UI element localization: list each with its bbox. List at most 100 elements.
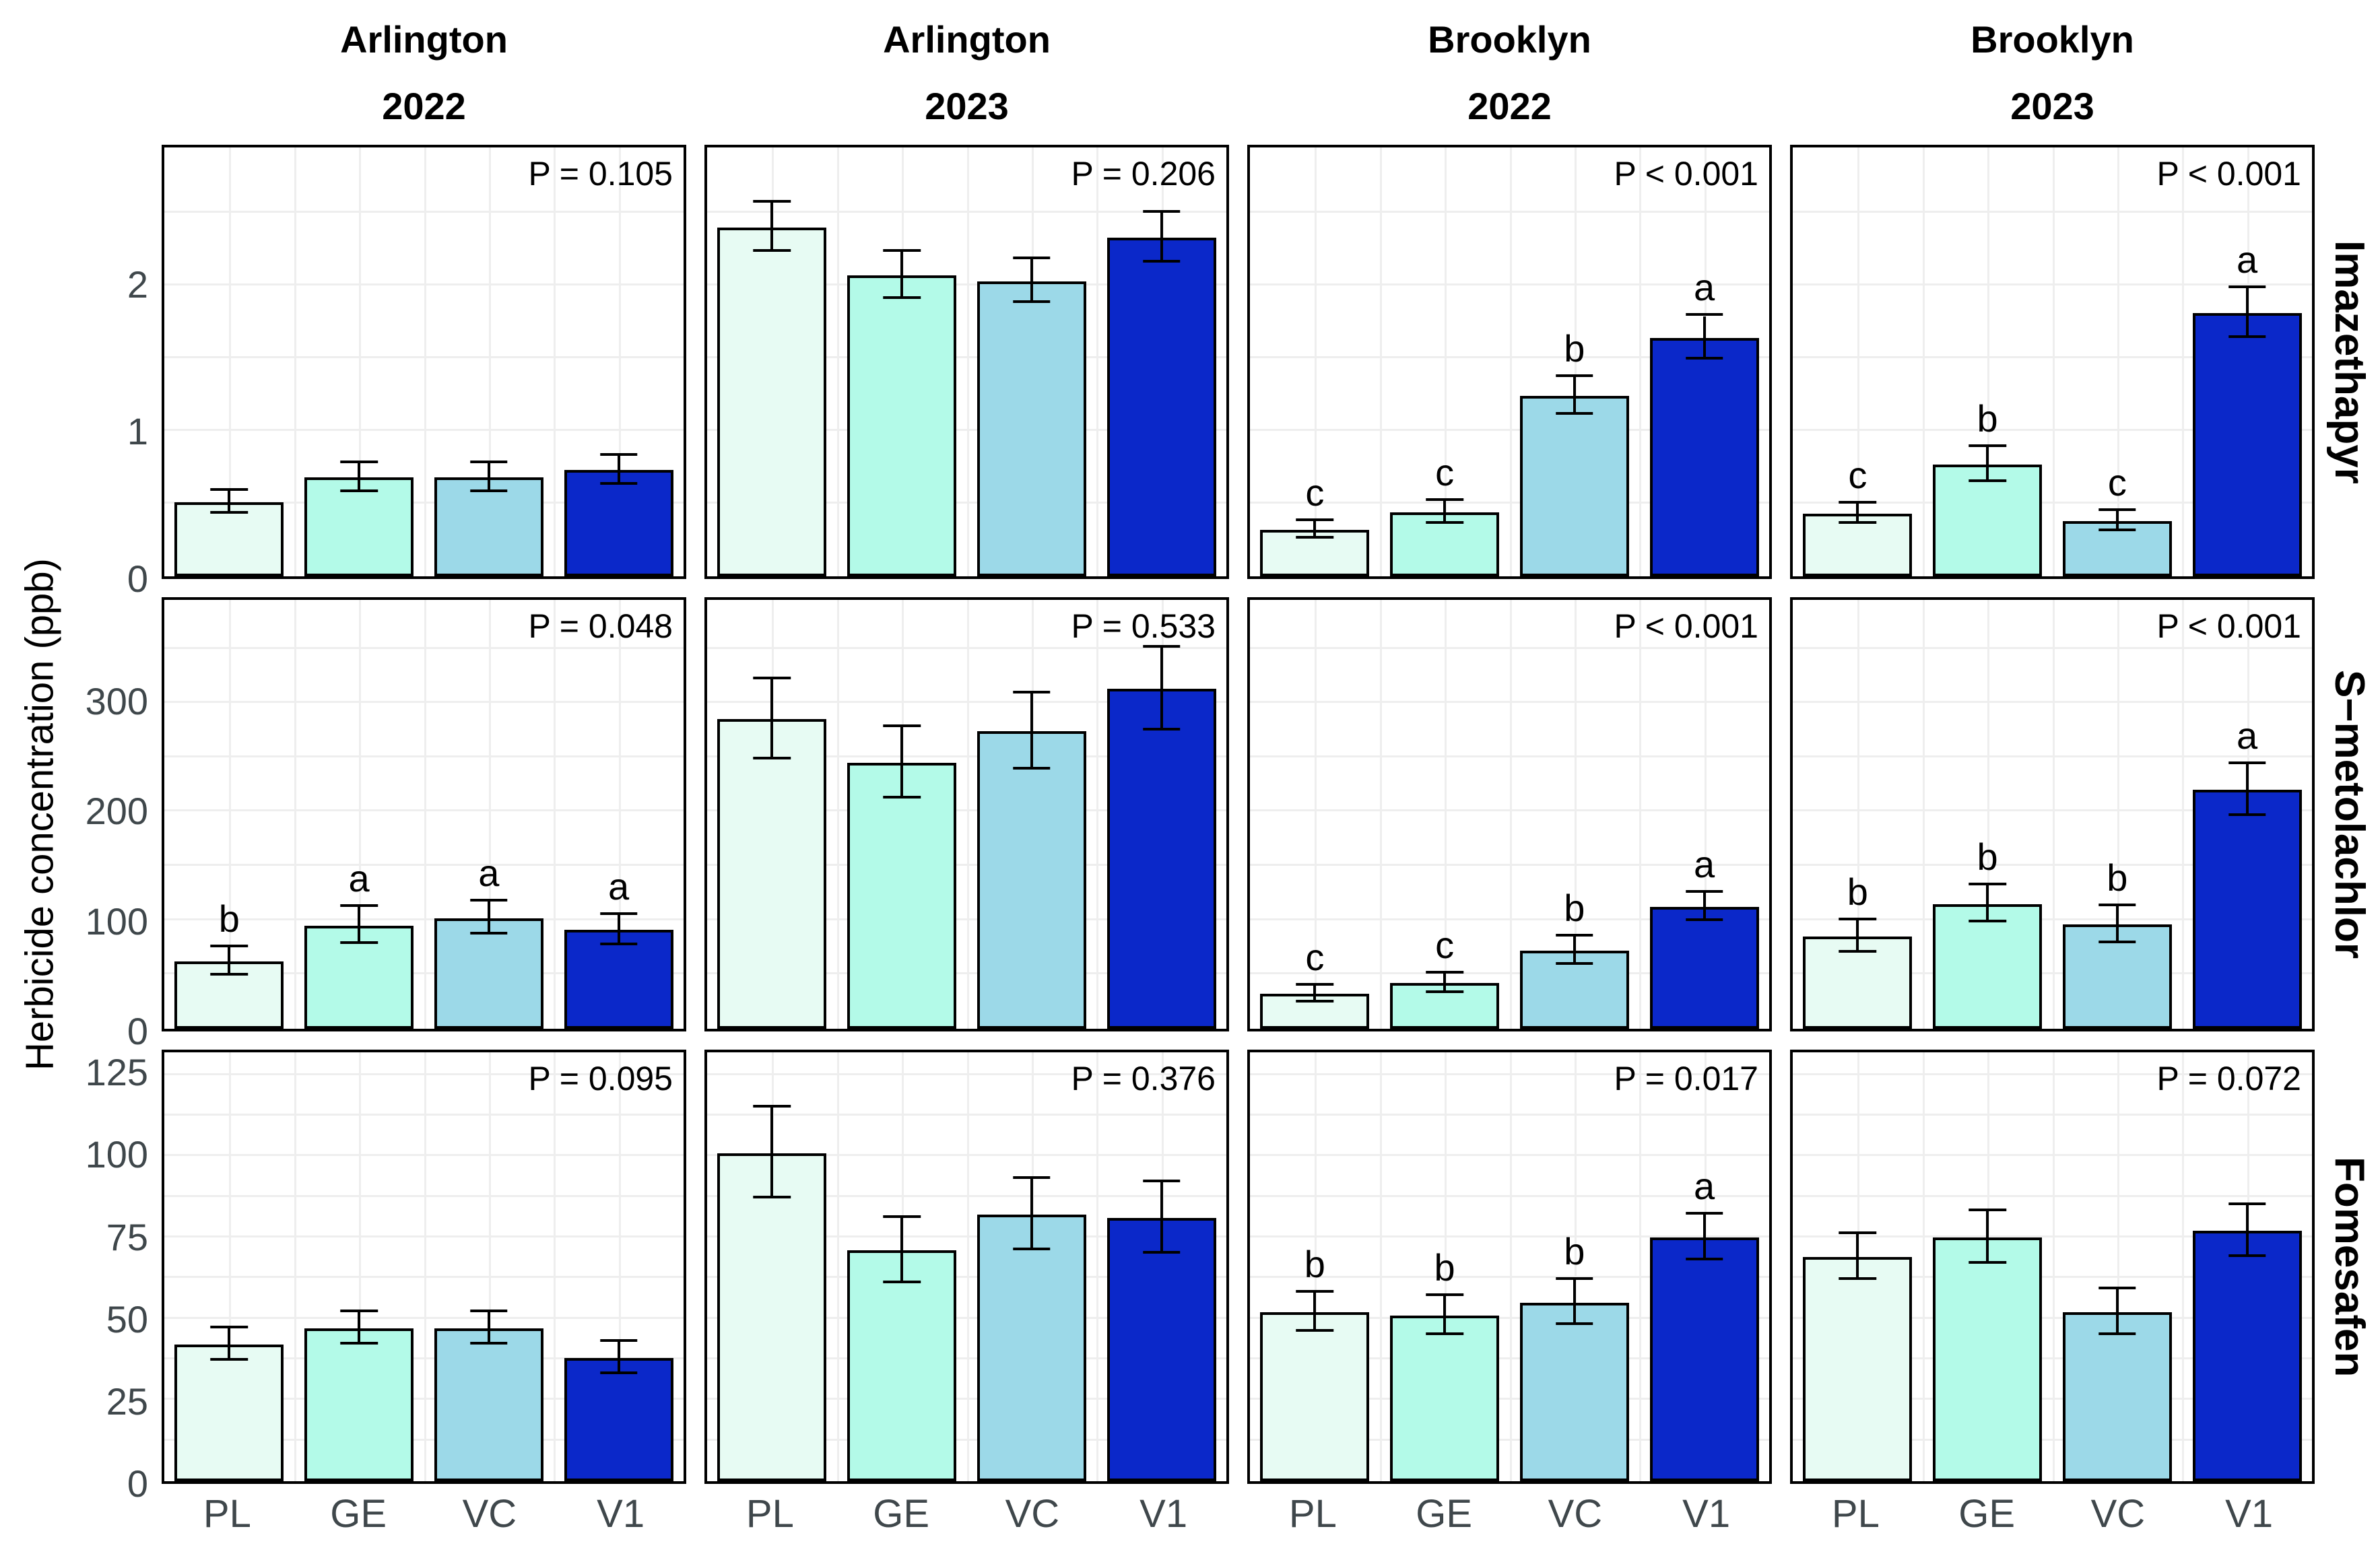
gridline-vertical-minor bbox=[1096, 1052, 1099, 1481]
error-bar-line bbox=[1443, 1295, 1447, 1335]
gridline-vertical-major bbox=[359, 1052, 362, 1481]
error-bar-line bbox=[2115, 510, 2119, 532]
error-bar-cap-top bbox=[2098, 1287, 2136, 1290]
bar-V1 bbox=[564, 930, 673, 1029]
y-tick-label: 1 bbox=[127, 410, 148, 453]
p-value-label: P = 0.048 bbox=[528, 607, 673, 645]
facet-column-header-arlington-2022: Arlington 2022 bbox=[162, 0, 686, 145]
error-bar-cap-bottom bbox=[210, 972, 249, 976]
x-tick-label-V1: V1 bbox=[597, 1492, 645, 1536]
error-bar-cap-top bbox=[2098, 903, 2136, 906]
gridline-vertical-minor bbox=[554, 1052, 556, 1481]
gridline-vertical-minor bbox=[2182, 600, 2185, 1029]
bar-V1 bbox=[1106, 1218, 1216, 1481]
gridline-vertical-major bbox=[1315, 1052, 1317, 1481]
error-bar-line bbox=[487, 463, 490, 492]
gridline-vertical-minor bbox=[554, 600, 556, 1029]
error-bar-line bbox=[2115, 906, 2119, 943]
significance-letter: a bbox=[478, 852, 500, 895]
bar-VC bbox=[434, 1328, 543, 1481]
significance-letter: a bbox=[1694, 843, 1715, 886]
error-bar-cap-bottom bbox=[753, 1196, 791, 1199]
error-bar-cap-bottom bbox=[1013, 300, 1051, 304]
gridline-vertical-major bbox=[359, 600, 362, 1029]
error-bar-line bbox=[487, 1312, 490, 1345]
y-tick-label: 100 bbox=[85, 1133, 148, 1176]
p-value-label: P < 0.001 bbox=[2156, 155, 2301, 193]
error-bar-line bbox=[617, 1341, 620, 1374]
error-bar-cap-top bbox=[2228, 1202, 2266, 1205]
gridline-vertical-minor bbox=[1509, 600, 1512, 1029]
facet-column-header-brooklyn-2023: Brooklyn 2023 bbox=[1790, 0, 2315, 145]
gridline-vertical-minor bbox=[2182, 147, 2185, 576]
error-bar-cap-bottom bbox=[2098, 940, 2136, 943]
error-bar-line bbox=[1986, 1211, 1989, 1264]
error-bar-cap-bottom bbox=[1685, 918, 1723, 922]
facet-location-label: Brooklyn bbox=[1428, 18, 1591, 61]
significance-letter: a bbox=[2237, 238, 2258, 281]
y-tick-label: 0 bbox=[127, 1010, 148, 1052]
p-value-label: P = 0.376 bbox=[1071, 1060, 1216, 1097]
x-tick-label-VC: VC bbox=[1005, 1492, 1060, 1536]
error-bar-cap-top bbox=[1969, 444, 2006, 447]
error-bar-cap-bottom bbox=[753, 249, 791, 252]
gridline-vertical-minor bbox=[2052, 147, 2055, 576]
gridline-vertical-minor bbox=[2052, 1052, 2055, 1481]
error-bar-line bbox=[1573, 377, 1576, 415]
error-bar-line bbox=[1030, 259, 1033, 304]
gridline-vertical-major bbox=[229, 600, 232, 1029]
error-bar-line bbox=[1443, 500, 1447, 524]
error-bar-cap-top bbox=[1296, 982, 1334, 986]
error-bar-cap-top bbox=[1839, 1231, 1877, 1235]
error-bar-cap-bottom bbox=[1142, 1251, 1181, 1254]
error-bar-cap-top bbox=[1426, 498, 1463, 501]
error-bar-line bbox=[1313, 520, 1317, 539]
error-bar-line bbox=[770, 203, 774, 252]
error-bar-cap-bottom bbox=[1839, 1277, 1877, 1280]
error-bar-line bbox=[228, 1328, 231, 1361]
panel-imazethapyr-arlington-2022: P = 0.105 bbox=[162, 145, 686, 579]
error-bar-cap-bottom bbox=[883, 1280, 921, 1283]
error-bar-line bbox=[1703, 893, 1706, 922]
x-tick-label-PL: PL bbox=[746, 1492, 794, 1536]
error-bar-cap-top bbox=[1969, 1209, 2006, 1212]
p-value-label: P = 0.017 bbox=[1614, 1060, 1758, 1097]
y-tick-label: 2 bbox=[127, 263, 148, 306]
gridline-vertical-minor bbox=[1922, 1052, 1925, 1481]
gridline-vertical-major bbox=[1857, 147, 1860, 576]
gridline-vertical-major bbox=[1445, 1052, 1447, 1481]
error-bar-cap-top bbox=[1142, 644, 1181, 648]
gridline-vertical-major bbox=[1315, 147, 1317, 576]
gridline-vertical-minor bbox=[294, 1052, 296, 1481]
error-bar-cap-top bbox=[1142, 1180, 1181, 1183]
bar-GE bbox=[847, 275, 957, 576]
error-bar-line bbox=[1703, 316, 1706, 360]
error-bar-cap-top bbox=[210, 487, 249, 491]
bar-GE bbox=[1390, 1315, 1500, 1481]
significance-letter: a bbox=[1694, 1165, 1715, 1208]
y-axis-ticks-imazethapyr: 0 1 2 bbox=[79, 145, 162, 597]
error-bar-line bbox=[2245, 763, 2249, 816]
x-axis-labels-col-2: PL GE VC V1 bbox=[704, 1484, 1229, 1562]
bar-VC bbox=[434, 477, 543, 576]
error-bar-line bbox=[770, 679, 774, 760]
error-bar-cap-top bbox=[1013, 690, 1051, 693]
error-bar-line bbox=[617, 455, 620, 485]
y-tick-label: 25 bbox=[106, 1380, 148, 1423]
gridline-vertical-minor bbox=[2182, 1052, 2185, 1481]
error-bar-cap-bottom bbox=[1013, 1248, 1051, 1251]
error-bar-line bbox=[1573, 936, 1576, 965]
error-bar-cap-top bbox=[470, 460, 508, 463]
x-axis-labels-col-1: PL GE VC V1 bbox=[162, 1484, 686, 1562]
error-bar-cap-top bbox=[599, 452, 638, 456]
error-bar-cap-bottom bbox=[1685, 1257, 1723, 1260]
gridline-vertical-minor bbox=[1379, 147, 1382, 576]
gridline-vertical-minor bbox=[1922, 147, 1925, 576]
significance-letter: c bbox=[2107, 461, 2127, 504]
significance-letter: c bbox=[1435, 923, 1455, 966]
significance-letter: c bbox=[1435, 450, 1455, 494]
gridline-vertical-minor bbox=[836, 147, 839, 576]
facet-column-header-brooklyn-2022: Brooklyn 2022 bbox=[1247, 0, 1772, 145]
facet-year-label: 2023 bbox=[925, 84, 1009, 127]
